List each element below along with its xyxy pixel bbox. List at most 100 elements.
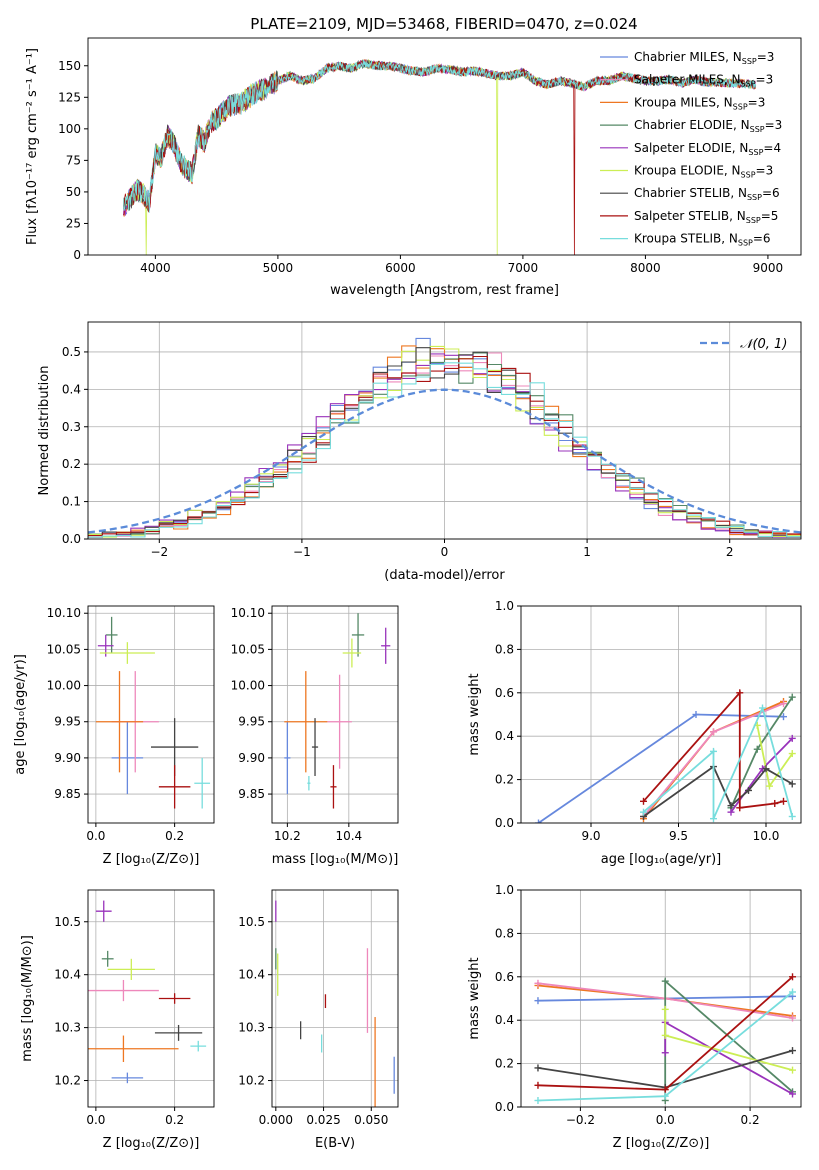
plot-area-residuals — [88, 337, 801, 538]
y-tick-label: 0.4 — [495, 729, 514, 743]
x-tick-label: 0.0 — [86, 1113, 105, 1127]
legend-rest: =4 — [763, 141, 781, 155]
x-axis-label: E(B-V) — [315, 1136, 355, 1151]
x-tick-label: 0.000 — [259, 1113, 293, 1127]
y-axis-label: Normed distribution — [37, 366, 52, 496]
legend-sub: SSP — [750, 125, 765, 134]
legend-rest: =6 — [762, 186, 780, 200]
y-tick-label: 0.4 — [495, 1013, 514, 1027]
x-tick-label: −2 — [150, 545, 168, 559]
y-tick-label: 125 — [58, 90, 81, 104]
legend-sub: SSP — [747, 193, 762, 202]
weight-line — [642, 705, 794, 820]
x-tick-label: 0 — [441, 545, 449, 559]
legend-label: Chabrier ELODIE, NSSP=3 — [634, 118, 782, 134]
legend-rest: =3 — [765, 118, 783, 132]
axes-frame — [520, 605, 802, 824]
y-axis-label: mass weight — [467, 957, 482, 1039]
y-tick-label: 1.0 — [495, 599, 514, 613]
spectrum-line — [123, 59, 757, 213]
y-tick-label: 0.0 — [495, 1100, 514, 1114]
y-tick-label: 10.10 — [47, 606, 81, 620]
legend-rest: =3 — [756, 164, 774, 178]
x-tick-label: 2 — [726, 545, 734, 559]
y-tick-label: 50 — [66, 185, 81, 199]
y-tick-label: 9.90 — [238, 751, 265, 765]
y-tick-label: 10.05 — [231, 642, 265, 656]
x-tick-label: 4000 — [140, 261, 171, 275]
normal-curve — [88, 388, 801, 534]
y-tick-label: 0 — [73, 248, 81, 262]
legend-sub: SSP — [742, 57, 757, 66]
legend-sub: SSP — [741, 80, 756, 89]
x-tick-label: 10.4 — [335, 829, 362, 843]
x-tick-label: 0.050 — [354, 1113, 388, 1127]
axes-spectrum: 4000 5000 6000 7000 8000 9000 0 25 50 75 100 125 150… — [25, 37, 802, 298]
legend-label: 𝒩(0, 1) — [740, 337, 787, 352]
x-axis-label: mass [log₁₀(M/M⊙)] — [272, 852, 399, 867]
y-tick-label: 25 — [66, 216, 81, 230]
legend: Chabrier MILES, NSSP=3 Salpeter MILES, NS… — [600, 50, 782, 248]
y-tick-label: 0.6 — [495, 970, 514, 984]
x-tick-label: −0.2 — [566, 1113, 595, 1127]
legend-label: Kroupa MILES, NSSP=3 — [634, 95, 765, 111]
y-tick-label: 10.3 — [238, 1021, 265, 1035]
plot-area-age_vs_mass — [284, 613, 391, 809]
plot-area-weight_vs_Z — [534, 973, 797, 1104]
y-tick-label: 9.90 — [54, 751, 81, 765]
axes-frame — [520, 889, 802, 1108]
x-tick-label: 0.0 — [656, 1113, 675, 1127]
axes-frame — [271, 889, 399, 1108]
y-tick-label: 0.8 — [495, 642, 514, 656]
y-axis-label: mass [log₁₀(M/M⊙)] — [20, 935, 35, 1062]
y-tick-label: 9.95 — [238, 715, 265, 729]
legend-rest: =3 — [748, 95, 766, 109]
axes-mass_vs_ebv: 0.000 0.025 0.050 10.2 10.3 10.4 10.5 E(B-V) — [238, 889, 399, 1151]
x-tick-label: 8000 — [630, 261, 661, 275]
y-tick-label: 0.4 — [62, 382, 81, 396]
axes-weight_vs_Z: −0.2 0.0 0.2 0.0 0.2 0.4 0.6 0.8 1.0 Z [log₁₀(Z/Z… — [467, 883, 802, 1151]
x-tick-label: 5000 — [263, 261, 294, 275]
y-tick-label: 0.2 — [495, 773, 514, 787]
y-tick-label: 9.95 — [54, 715, 81, 729]
y-tick-label: 100 — [58, 122, 81, 136]
legend-rest: =5 — [761, 209, 779, 223]
y-tick-label: 0.6 — [495, 686, 514, 700]
y-tick-label: 0.8 — [495, 926, 514, 940]
legend-rest: =6 — [753, 232, 771, 246]
weight-line — [664, 1009, 793, 1071]
y-tick-label: 10.05 — [47, 642, 81, 656]
spectrum-line — [123, 59, 757, 255]
axes-weight_vs_age: 9.0 9.5 10.0 0.0 0.2 0.4 0.6 0.8 1.0 age [log₁₀(a… — [467, 599, 802, 867]
x-tick-label: 0.025 — [306, 1113, 340, 1127]
x-axis-label: Z [log₁₀(Z/Z⊙)] — [613, 1136, 710, 1151]
axes-mass_vs_Z: 0.0 0.2 10.2 10.3 10.4 10.5 Z [log₁₀(Z/Z⊙)] mas… — [20, 889, 215, 1151]
legend-label: Chabrier STELIB, NSSP=6 — [634, 186, 780, 202]
y-tick-label: 0.3 — [62, 420, 81, 434]
legend-label: Salpeter STELIB, NSSP=5 — [634, 209, 778, 225]
x-tick-label: 10.2 — [274, 829, 301, 843]
y-tick-label: 10.4 — [54, 968, 81, 982]
legend-rest: =3 — [756, 73, 774, 87]
x-tick-label: 9.0 — [581, 829, 600, 843]
legend-label: Kroupa STELIB, NSSP=6 — [634, 232, 771, 248]
y-tick-label: 75 — [66, 153, 81, 167]
x-tick-label: −1 — [293, 545, 311, 559]
x-tick-label: 9000 — [753, 261, 784, 275]
plot-area-age_vs_Z — [95, 616, 211, 809]
axes-residuals: −2 −1 0 1 2 0.0 0.1 0.2 0.3 0.4 0.5 (data-model)/er… — [37, 321, 802, 583]
axes-frame — [87, 321, 802, 540]
axes-frame — [87, 605, 215, 824]
y-axis-label: Flux [fλ10⁻¹⁷ erg cm⁻² s⁻¹ A⁻¹] — [25, 48, 40, 245]
histogram — [88, 362, 801, 538]
legend-sub: SSP — [748, 148, 763, 157]
y-tick-label: 10.5 — [238, 915, 265, 929]
legend-sub: SSP — [738, 239, 753, 248]
y-tick-label: 10.2 — [54, 1074, 81, 1088]
legend-sub: SSP — [746, 216, 761, 225]
y-axis-label: age [log₁₀(age/yr)] — [13, 654, 28, 775]
y-tick-label: 0.0 — [62, 532, 81, 546]
axes-age_vs_Z: 0.0 0.2 9.85 9.90 9.95 10.00 10.05 10.10 Z [log₁… — [13, 605, 215, 867]
x-axis-label: Z [log₁₀(Z/Z⊙)] — [103, 1136, 200, 1151]
y-tick-label: 0.1 — [62, 495, 81, 509]
